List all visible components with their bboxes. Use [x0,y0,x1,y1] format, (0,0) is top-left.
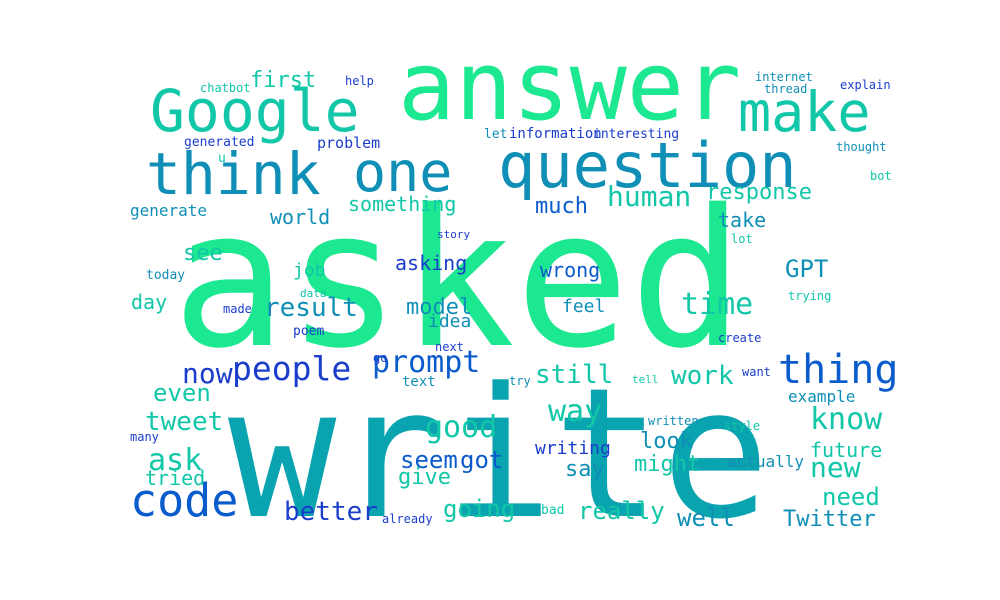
word-ask: ask [148,443,203,478]
word-bad: bad [541,503,565,518]
word-prompt: prompt [372,345,481,380]
word-even: even [153,379,211,407]
word-day: day [131,290,168,314]
word-result: result [264,293,358,323]
word-try: try [509,374,531,388]
word-generated: generated [184,135,255,150]
word-job: job [293,260,326,281]
word-thing: thing [778,347,899,393]
word-might: might [634,452,701,477]
word-tweet: tweet [145,407,224,437]
word-writing: writing [535,438,611,459]
word-tell: tell [632,373,659,386]
word-good: good [425,410,498,445]
word-better: better [284,497,378,527]
word-thought: thought [836,140,887,154]
word-code: code [130,474,239,527]
word-well: well [677,504,735,532]
word-got: got [460,446,504,474]
word-one: one [353,140,453,204]
word-something: something [348,192,457,216]
word-question: question [498,129,797,202]
word-made: made [223,302,252,316]
word-model: model [406,295,473,320]
word-world: world [270,205,331,229]
word-future: future [810,438,883,462]
word-think: think [146,140,321,208]
word-first: first [250,68,317,93]
word-written: written [648,414,699,428]
word-want: want [742,365,771,379]
word-trying: trying [788,289,832,303]
word-today: today [146,268,186,283]
word-interesting: interesting [593,127,680,142]
word-take: take [718,208,767,232]
word-know: know [810,402,883,437]
word-response: response [706,180,812,205]
word-now: now [182,357,233,390]
word-gpt: GPT [785,255,829,283]
word-see: see [183,241,223,266]
word-asked: asked [172,169,744,390]
word-way: way [548,394,603,429]
word-make: make [738,80,871,144]
word-thread: thread [764,82,808,96]
word-feel: feel [562,296,606,317]
word-seem: seem [400,446,458,474]
word-wrong: wrong [540,258,601,282]
word-people: people [232,349,352,388]
word-go: go [373,351,388,365]
word-answer: answer [398,32,742,142]
word-style: style [724,419,761,433]
word-example: example [788,387,856,406]
word-much: much [535,194,588,219]
word-problem: problem [317,134,381,152]
word-human: human [607,180,692,213]
word-already: already [382,512,433,526]
word-text: text [402,374,436,390]
word-look: look [640,429,693,454]
word-bot: bot [870,169,892,183]
word-story: story [437,228,471,241]
word-information: information [509,126,602,142]
word-really: really [578,497,665,525]
word-write: write [228,350,770,559]
word-new: new [810,451,861,484]
word-twitter: Twitter [783,507,876,532]
word-poem: poem [293,324,325,339]
word-going: going [443,495,516,523]
word-work: work [671,361,734,391]
word-give: give [398,465,451,490]
word-time: time [681,287,754,322]
word-explain: explain [840,78,891,92]
word-google: Google [150,77,360,145]
word-help: help [345,74,374,88]
word-create: create [718,331,762,345]
word-u: u [218,151,226,166]
word-lot: lot [731,232,753,246]
word-need: need [822,483,880,511]
word-many: many [130,430,159,444]
word-idea: idea [428,311,472,332]
word-still: still [535,360,614,390]
word-asking: asking [395,251,468,275]
word-tried: tried [145,466,206,490]
word-internet: internet [755,70,813,84]
word-data: data [300,287,327,300]
word-say: say [565,457,605,482]
word-let: let [484,127,508,142]
word-generate: generate [130,201,208,220]
word-next: next [435,340,464,354]
word-actually: actually [727,452,805,471]
word-chatbot: chatbot [200,81,251,95]
